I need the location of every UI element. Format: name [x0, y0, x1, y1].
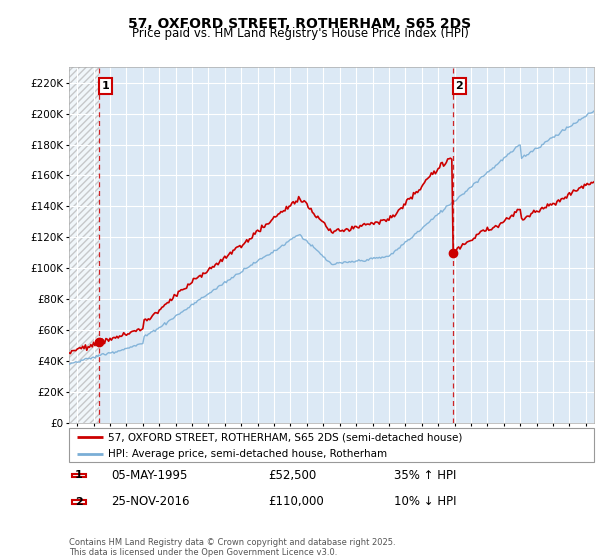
Text: 35% ↑ HPI: 35% ↑ HPI — [395, 469, 457, 482]
Text: 10% ↓ HPI: 10% ↓ HPI — [395, 496, 457, 508]
FancyBboxPatch shape — [69, 428, 594, 462]
Text: 25-NOV-2016: 25-NOV-2016 — [111, 496, 190, 508]
Text: 57, OXFORD STREET, ROTHERHAM, S65 2DS: 57, OXFORD STREET, ROTHERHAM, S65 2DS — [128, 17, 472, 31]
Text: 2: 2 — [75, 497, 82, 507]
Bar — [69, 67, 99, 423]
Text: 57, OXFORD STREET, ROTHERHAM, S65 2DS (semi-detached house): 57, OXFORD STREET, ROTHERHAM, S65 2DS (s… — [109, 432, 463, 442]
Text: HPI: Average price, semi-detached house, Rotherham: HPI: Average price, semi-detached house,… — [109, 449, 388, 459]
FancyBboxPatch shape — [71, 474, 86, 477]
Text: £52,500: £52,500 — [269, 469, 317, 482]
Text: Contains HM Land Registry data © Crown copyright and database right 2025.
This d: Contains HM Land Registry data © Crown c… — [69, 538, 395, 557]
Text: 2: 2 — [455, 81, 463, 91]
Text: Price paid vs. HM Land Registry's House Price Index (HPI): Price paid vs. HM Land Registry's House … — [131, 27, 469, 40]
Text: 1: 1 — [101, 81, 109, 91]
Text: 1: 1 — [75, 470, 82, 480]
Text: £110,000: £110,000 — [269, 496, 324, 508]
FancyBboxPatch shape — [71, 500, 86, 504]
Text: 05-MAY-1995: 05-MAY-1995 — [111, 469, 187, 482]
